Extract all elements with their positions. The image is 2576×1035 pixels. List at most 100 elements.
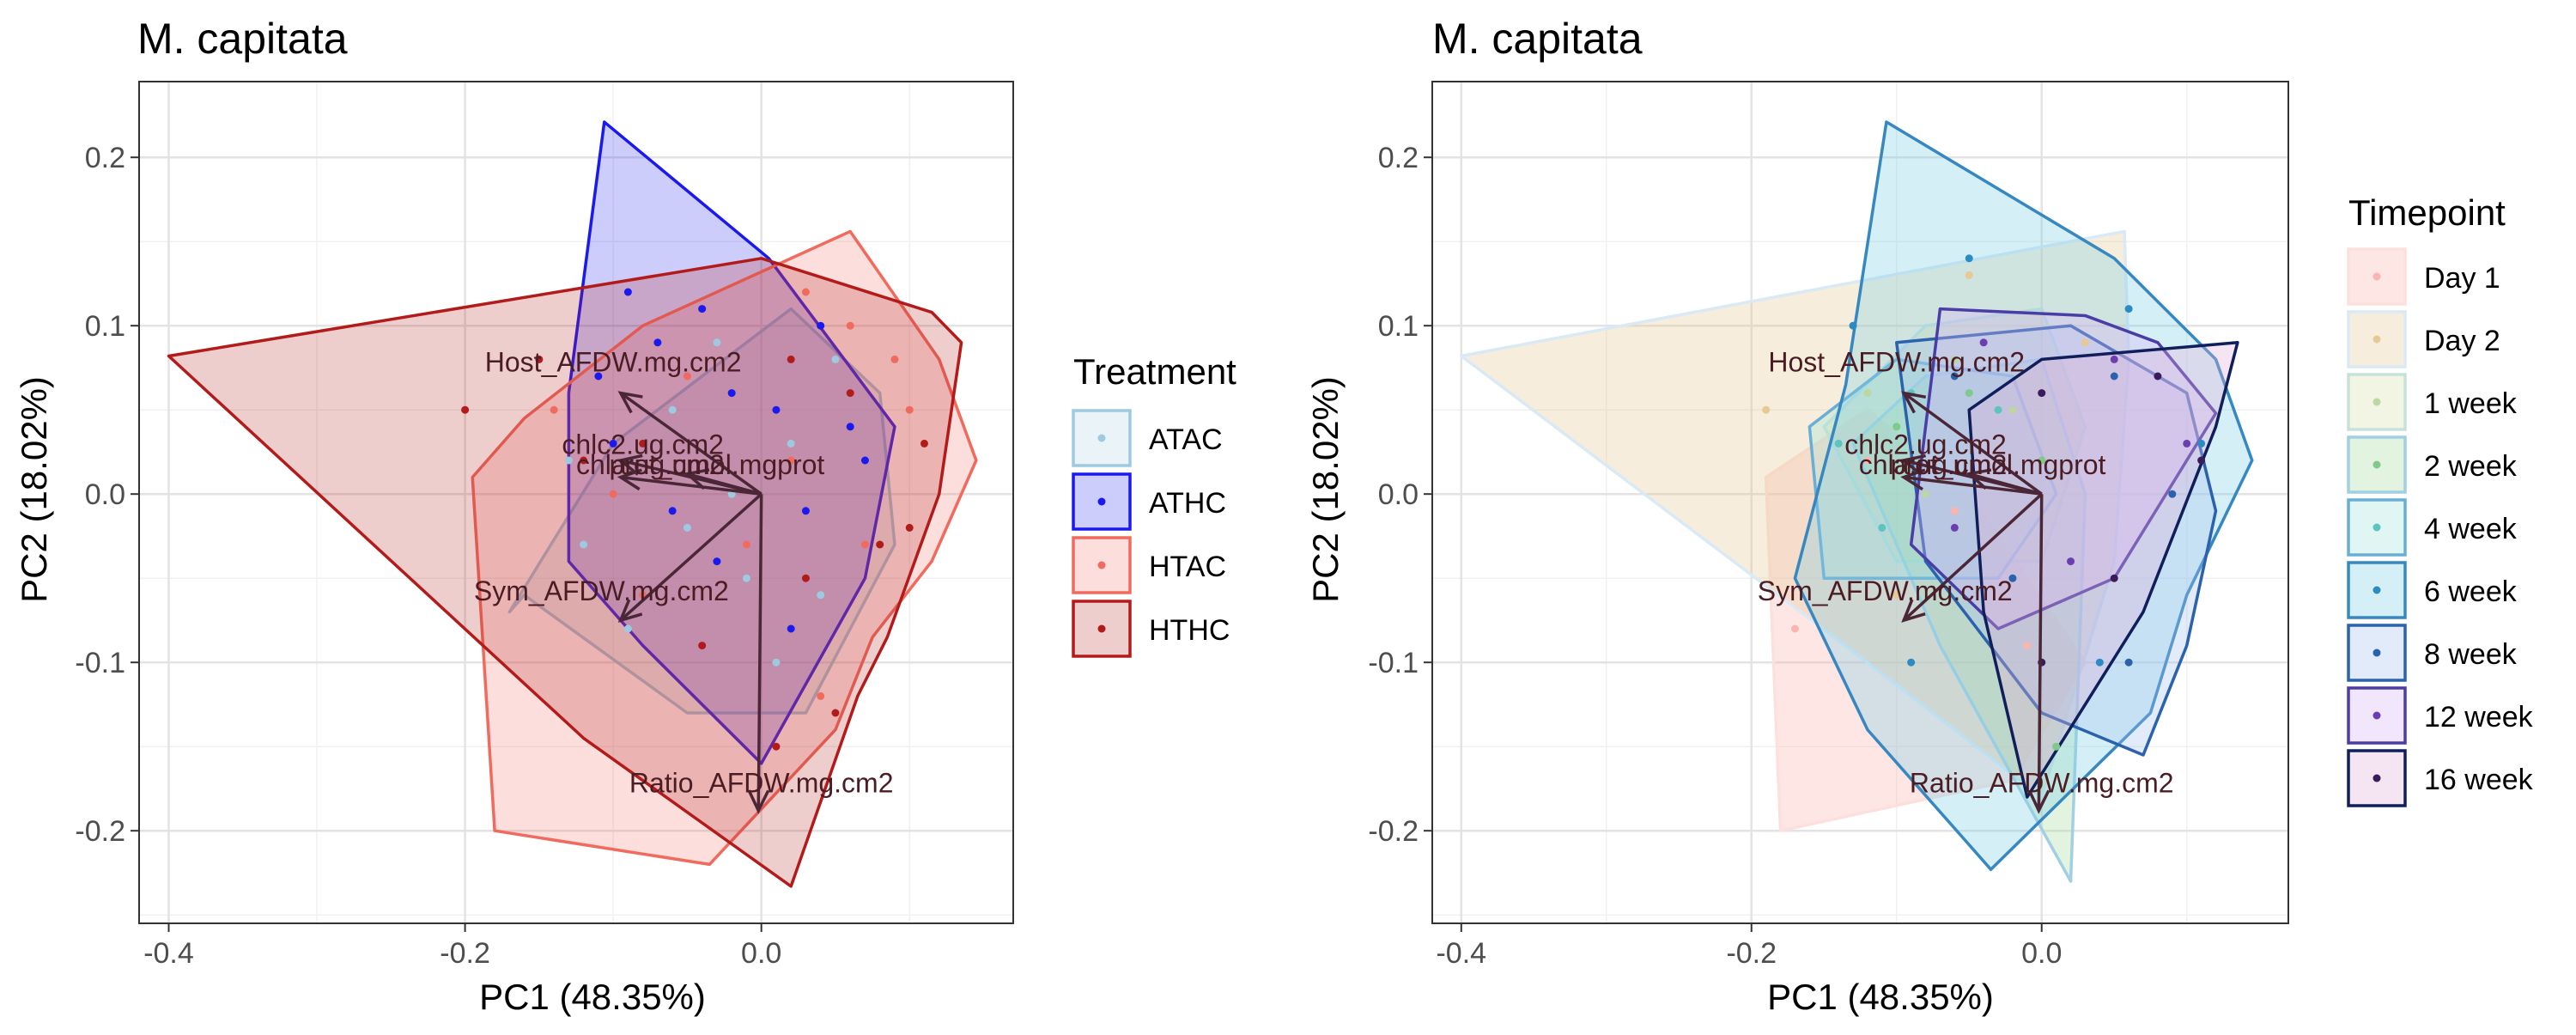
point-athc bbox=[801, 507, 810, 515]
point-hthc bbox=[461, 405, 470, 414]
loading-arrowhead bbox=[1900, 468, 1926, 491]
grid bbox=[1432, 82, 2288, 923]
point-athc bbox=[772, 405, 781, 414]
point-day-1 bbox=[1790, 624, 1799, 633]
legend-key-point bbox=[2372, 335, 2381, 344]
loading-arrow bbox=[1903, 392, 2043, 496]
point-8-week bbox=[2168, 490, 2177, 498]
point-6-week bbox=[1965, 254, 1973, 263]
hull-1-week bbox=[1822, 307, 2087, 563]
loading-label: Sym_AFDW.mg.cm2 bbox=[1758, 575, 2013, 606]
loading-label: chla.ug.cm2 bbox=[1859, 449, 2008, 480]
legend-key-point bbox=[1097, 497, 1106, 506]
point-6-week bbox=[1849, 321, 1857, 330]
loading-arrow bbox=[620, 475, 762, 496]
point-16-week bbox=[2110, 574, 2118, 582]
point-day-1 bbox=[1863, 456, 1872, 465]
legend-key bbox=[2347, 247, 2407, 306]
legend-label: 4 week bbox=[2424, 513, 2518, 545]
point-day-2 bbox=[1965, 271, 1973, 279]
x-axis-label: PC1 (48.35%) bbox=[479, 977, 706, 1017]
legend-key-point bbox=[2372, 398, 2381, 406]
hull-athc bbox=[567, 120, 896, 765]
point-6-week bbox=[1907, 658, 1916, 667]
loading-label: chlc2.ug.cm2 bbox=[1844, 429, 2007, 460]
legend-key-point bbox=[1097, 624, 1106, 633]
point-4-week bbox=[1878, 523, 1886, 532]
legend-label: 16 week bbox=[2424, 764, 2534, 796]
legend-label: ATAC bbox=[1149, 423, 1223, 456]
point-layer bbox=[1762, 254, 2206, 751]
point-hthc bbox=[905, 523, 914, 532]
loading-arrow bbox=[686, 472, 762, 496]
hull-day-2 bbox=[1460, 229, 2130, 799]
loading-label: Ratio_AFDW.mg.cm2 bbox=[1910, 767, 2174, 798]
point-hthc bbox=[920, 439, 928, 447]
legend-label: 6 week bbox=[2424, 575, 2518, 608]
loading-labels: Host_AFDW.mg.cm2 chlc2.ug.cm2chla.ug.cm2p… bbox=[1758, 346, 2174, 798]
legend-items: ATAC ATHC HTAC HTHC bbox=[1072, 409, 1230, 658]
hull-12-week bbox=[1909, 307, 2218, 630]
loading-arrowhead bbox=[1901, 599, 1926, 623]
point-atac bbox=[623, 624, 632, 633]
point-htac bbox=[890, 355, 899, 363]
point-htac bbox=[860, 540, 869, 549]
legend-items: Day 1 Day 2 1 week 2 week 4 week 6 week 8 week… bbox=[2347, 247, 2534, 807]
point-4-week bbox=[1834, 439, 1843, 447]
loading-label: Sym_AFDW.mg.cm2 bbox=[474, 575, 729, 606]
point-12-week bbox=[1950, 523, 1959, 532]
point-hthc bbox=[876, 540, 884, 549]
hull-16-week bbox=[1967, 341, 2239, 799]
loading-arrow bbox=[619, 492, 762, 622]
legend-key-point bbox=[2372, 460, 2381, 469]
point-1-week bbox=[1922, 490, 1930, 498]
point-2-week bbox=[1965, 389, 1973, 398]
chart-title: M. capitata bbox=[1432, 15, 1643, 63]
loading-arrowhead bbox=[1900, 454, 1926, 476]
loading-arrowhead bbox=[617, 599, 643, 623]
x-tick-label: -0.4 bbox=[1436, 937, 1486, 970]
point-2-week bbox=[2038, 456, 2046, 465]
legend-title: Treatment bbox=[1073, 351, 1236, 392]
x-tick-label: 0.0 bbox=[2021, 937, 2062, 970]
loading-label: chlc2.ug.cm2 bbox=[562, 429, 724, 460]
point-htac bbox=[550, 405, 558, 414]
point-hthc bbox=[801, 574, 810, 582]
y-tick-label: -0.1 bbox=[1368, 647, 1419, 679]
loading-vectors bbox=[617, 391, 770, 814]
point-htac bbox=[787, 456, 795, 465]
point-htac bbox=[846, 321, 854, 330]
y-tick-label: 0.2 bbox=[85, 142, 125, 174]
loading-arrow bbox=[1903, 475, 2042, 496]
legend-key-point bbox=[2372, 272, 2381, 281]
loading-arrow bbox=[2037, 494, 2044, 811]
point-htac bbox=[817, 691, 825, 700]
point-atac bbox=[713, 338, 721, 347]
y-axis-label: PC2 (18.02%) bbox=[1305, 376, 1346, 603]
point-hthc bbox=[846, 389, 854, 398]
point-hthc bbox=[639, 439, 647, 447]
loading-arrow bbox=[756, 494, 763, 811]
legend-label: 8 week bbox=[2424, 638, 2518, 671]
legend-label: Day 1 bbox=[2424, 262, 2500, 295]
point-1-week bbox=[2008, 405, 2017, 414]
legend-key-point bbox=[2372, 586, 2381, 594]
point-hthc bbox=[787, 355, 795, 363]
plot-panel-border bbox=[1431, 81, 2289, 924]
x-tick-label: -0.2 bbox=[1726, 937, 1777, 970]
loading-arrow bbox=[1968, 472, 2043, 496]
hull-day-1 bbox=[1764, 408, 2087, 832]
point-hthc bbox=[831, 709, 840, 717]
legend-key-point bbox=[1097, 434, 1106, 442]
loading-label: prot_umol.mgprot bbox=[1891, 449, 2106, 480]
plot-panel-border bbox=[138, 81, 1014, 924]
point-htac bbox=[683, 372, 691, 381]
hull-atac bbox=[507, 307, 896, 715]
hull-6-week bbox=[1793, 120, 2254, 872]
point-2-week bbox=[2052, 742, 2061, 751]
legend-key bbox=[2347, 435, 2407, 494]
point-htac bbox=[609, 490, 617, 498]
legend-label: 12 week bbox=[2424, 701, 2534, 734]
legend-key-point bbox=[2372, 523, 2381, 532]
